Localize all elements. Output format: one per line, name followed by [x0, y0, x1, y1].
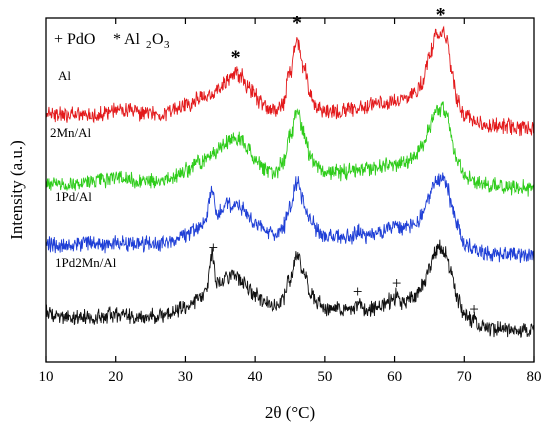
- series-labels: Al 2Mn/Al 1Pd/Al 1Pd2Mn/Al: [50, 68, 117, 270]
- legend-pdo-symbol: +: [54, 31, 63, 48]
- x-tick-label: 80: [527, 369, 542, 385]
- series-label-2mn-al: 2Mn/Al: [50, 125, 92, 140]
- peak-markers: * * * + + + +: [209, 4, 479, 319]
- pdo-peak-marker: +: [469, 300, 479, 319]
- legend-al2o3-symbol: *: [113, 31, 121, 48]
- x-tick-label: 50: [317, 369, 332, 385]
- x-tick-label: 10: [39, 369, 54, 385]
- series-label-1pd2mn-al: 1Pd2Mn/Al: [55, 255, 117, 270]
- series-line-al: [45, 25, 535, 137]
- legend-al2o3-label: Al: [124, 31, 141, 48]
- series-label-1pd-al: 1Pd/Al: [55, 189, 92, 204]
- al2o3-peak-marker: *: [436, 4, 446, 26]
- series-group: [45, 25, 535, 338]
- pdo-peak-marker: +: [209, 238, 219, 257]
- y-axis-title: Intensity (a.u.): [7, 140, 26, 240]
- x-tick-label: 70: [457, 369, 472, 385]
- x-tick-label: 20: [108, 369, 123, 385]
- x-tick-label: 60: [387, 369, 402, 385]
- pdo-peak-marker: +: [353, 282, 363, 301]
- x-tick-label: 30: [178, 369, 193, 385]
- series-line-2mn-al: [45, 101, 535, 197]
- series-label-al: Al: [58, 68, 71, 83]
- x-axis-title: 2θ (°C): [265, 403, 315, 422]
- series-line-1pd-al: [45, 172, 535, 263]
- legend-pdo-label: PdO: [67, 31, 95, 48]
- legend-al2o3-mid: O: [152, 31, 164, 48]
- al2o3-peak-marker: *: [231, 46, 241, 68]
- legend-al2o3-sub2: 3: [164, 39, 170, 51]
- x-axis-ticks: 10 20 30 40 50 60 70 80: [39, 18, 542, 385]
- pdo-peak-marker: +: [392, 274, 402, 293]
- series-line-1pd2mn-al: [45, 239, 535, 338]
- plot-frame: [45, 17, 535, 363]
- x-tick-label: 40: [248, 369, 263, 385]
- al2o3-peak-marker: *: [292, 12, 302, 34]
- legend-al2o3-sub1: 2: [146, 39, 152, 51]
